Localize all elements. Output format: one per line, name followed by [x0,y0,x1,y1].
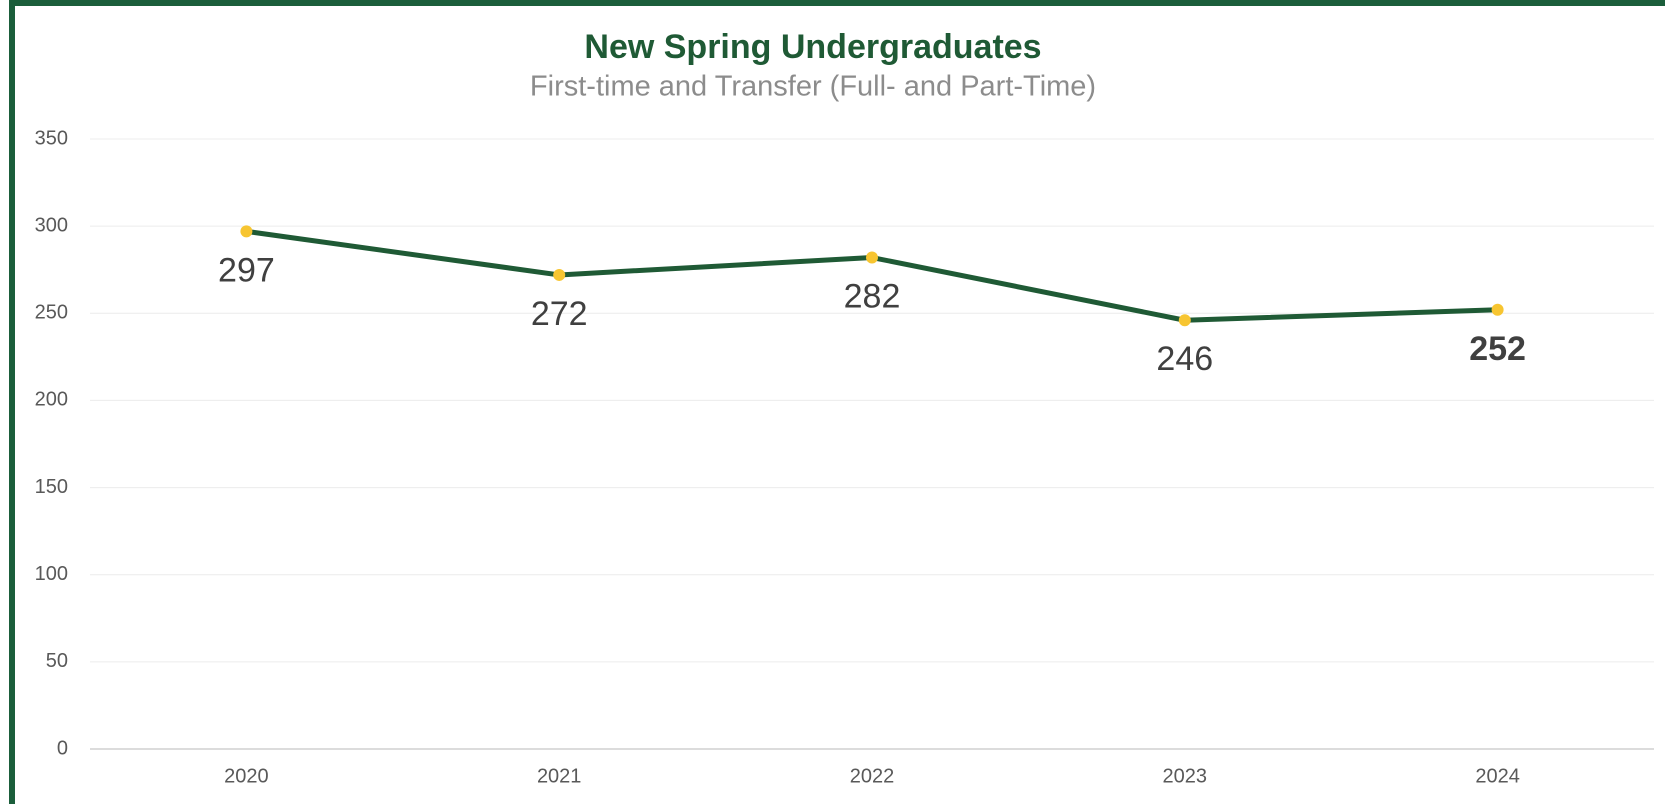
data-label: 282 [844,277,901,315]
x-tick-label: 2020 [224,765,269,787]
y-tick-label: 50 [46,650,68,672]
x-tick-label: 2024 [1475,765,1520,787]
y-tick-label: 200 [35,389,68,411]
y-tick-label: 150 [35,476,68,498]
data-label: 246 [1156,340,1213,378]
x-tick-label: 2022 [850,765,895,787]
y-tick-label: 0 [57,737,68,759]
chart-title: New Spring Undergraduates [584,28,1041,66]
marker [1491,303,1504,316]
x-tick-label: 2021 [537,765,582,787]
y-tick-label: 100 [35,563,68,585]
marker [553,268,566,281]
frame [9,0,1665,804]
y-tick-label: 250 [35,302,68,324]
marker [1178,314,1191,327]
data-label: 252 [1469,330,1526,368]
marker [240,225,253,238]
data-label: 272 [531,295,588,333]
x-tick-label: 2023 [1163,765,1208,787]
data-label: 297 [218,251,275,289]
y-tick-label: 350 [35,127,68,149]
chart-subtitle: First-time and Transfer (Full- and Part-… [530,71,1096,103]
y-tick-label: 300 [35,214,68,236]
marker [866,251,878,264]
